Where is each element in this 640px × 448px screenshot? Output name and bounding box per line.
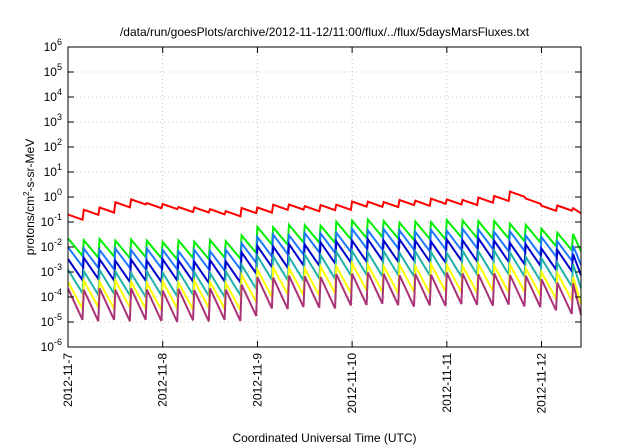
y-tick-label: 104	[44, 87, 62, 104]
grid	[68, 47, 581, 347]
y-tick-label: 10-1	[41, 212, 62, 229]
y-axis: 10-6 10-5 10-4 10-3 10-2 10-1 100 101 102 103 104 1…	[41, 37, 581, 354]
series-line-2	[67, 216, 582, 262]
y-tick-label: 100	[44, 187, 62, 204]
y-tick-label: 10-6	[41, 337, 62, 354]
x-axis: 2012-11-7 2012-11-8 2012-11-9 2012-11-10 201…	[61, 47, 549, 414]
series-lines	[67, 190, 582, 323]
series-line-7	[67, 271, 582, 323]
x-axis-label: Coordinated Universal Time (UTC)	[232, 431, 416, 445]
y-tick-label: 10-4	[41, 287, 62, 304]
x-tick-label: 2012-11-12	[535, 353, 549, 414]
y-axis-label: protons/cm2-s-sr-MeV	[22, 139, 37, 255]
x-tick-label: 2012-11-7	[61, 353, 75, 407]
x-tick-label: 2012-11-8	[156, 353, 170, 407]
series-line-6	[67, 259, 582, 314]
y-tick-label: 102	[44, 137, 62, 154]
chart-title: /data/run/goesPlots/archive/2012-11-12/1…	[120, 25, 530, 39]
series-line-3	[67, 226, 582, 274]
y-tick-label: 101	[44, 162, 62, 179]
y-axis-label-rest: -s-sr-MeV	[23, 139, 37, 192]
y-axis-label-sup: 2	[22, 191, 31, 196]
series-line-4	[67, 235, 582, 286]
y-tick-label: 106	[44, 37, 62, 54]
series-line-1	[67, 190, 582, 222]
y-axis-label-base: protons/cm	[23, 196, 37, 255]
series-line-5	[67, 247, 582, 301]
y-tick-label: 10-3	[41, 262, 62, 279]
y-tick-label: 10-5	[41, 312, 62, 329]
x-tick-label: 2012-11-9	[250, 353, 264, 407]
y-tick-label: 105	[44, 62, 62, 79]
y-tick-label: 103	[44, 112, 62, 129]
x-tick-label: 2012-11-10	[345, 353, 359, 414]
y-tick-label: 10-2	[41, 237, 62, 254]
x-tick-label: 2012-11-11	[440, 353, 454, 413]
